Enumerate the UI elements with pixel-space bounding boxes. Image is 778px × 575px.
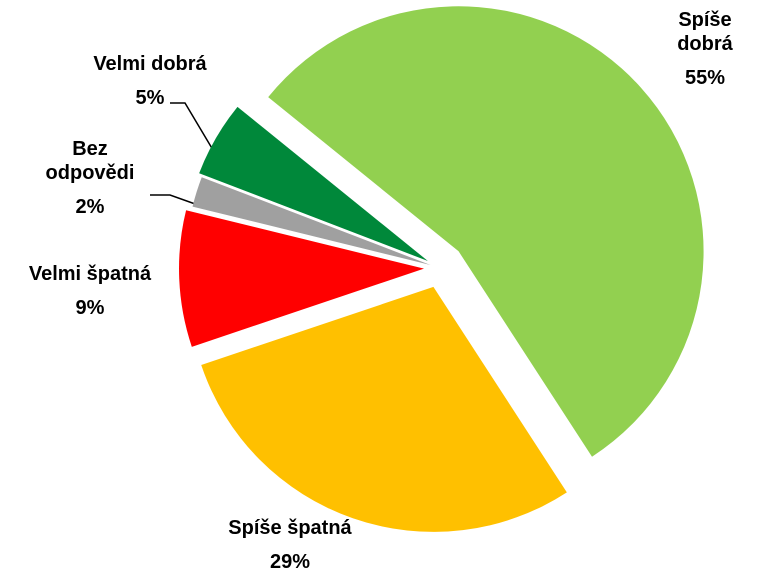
category-label: Spíše špatná (228, 517, 352, 539)
leader-line (170, 102, 214, 151)
pie-slice (192, 177, 431, 266)
leader-line (150, 194, 199, 206)
category-label: Bez odpovědi (45, 138, 135, 184)
slice-label: Bez odpovědi 2% (35, 137, 145, 219)
value-label: 29% (269, 551, 311, 573)
pie-slice (201, 286, 567, 532)
pie-slice (199, 106, 428, 262)
value-label: 55% (684, 67, 726, 89)
category-label: Spíše dobrá (677, 9, 733, 55)
slice-label: Velmi dobrá 5% (65, 52, 235, 110)
category-label: Velmi špatná (28, 263, 152, 285)
category-label: Velmi dobrá (93, 53, 207, 75)
slice-label: Spíše dobrá 55% (650, 8, 760, 90)
value-label: 5% (135, 87, 165, 109)
slice-label: Velmi špatná 9% (5, 262, 175, 320)
pie-slice (179, 210, 425, 347)
value-label: 9% (75, 297, 105, 319)
slice-label: Spíše špatná 29% (210, 516, 370, 574)
value-label: 2% (75, 196, 105, 218)
pie-slice (268, 6, 704, 457)
